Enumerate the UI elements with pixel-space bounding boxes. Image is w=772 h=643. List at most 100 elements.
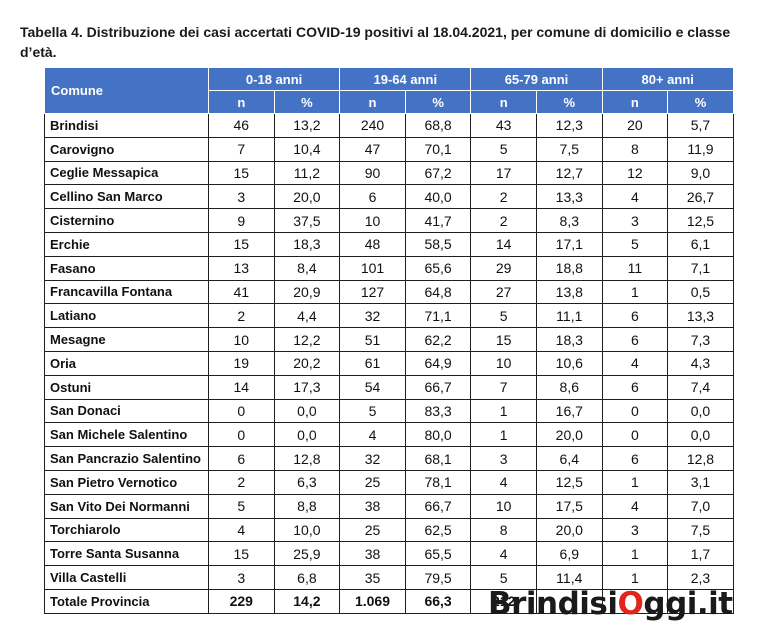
percent-cell: 4,4 — [273, 303, 341, 329]
count-cell: 11 — [601, 255, 669, 281]
count-cell: 240 — [339, 113, 406, 138]
count-cell: 38 — [339, 541, 406, 567]
table-row: Francavilla Fontana 41 20,9 127 64,8 27 13,8 1 0… — [44, 279, 734, 305]
table-row: San Pietro Vernotico 2 6,3 25 78,1 4 12,5 1 3,1 — [44, 469, 734, 495]
percent-cell: 8,3 — [535, 208, 603, 233]
count-cell: 1 — [601, 279, 669, 305]
percent-cell: 6,8 — [273, 565, 341, 590]
comune-name: Villa Castelli — [44, 565, 209, 590]
count-cell: 2 — [208, 469, 275, 495]
count-cell: 51 — [339, 327, 406, 352]
percent-cell: 12,5 — [667, 208, 734, 233]
percent-cell: 64,9 — [404, 350, 472, 376]
percent-cell: 62,2 — [404, 327, 472, 352]
percent-cell: 12,3 — [535, 113, 603, 138]
percent-cell — [667, 588, 734, 614]
count-cell: 25 — [339, 469, 406, 495]
percent-cell: 66,3 — [404, 588, 472, 614]
count-cell: 13 — [208, 255, 275, 281]
percent-cell: 20,0 — [273, 184, 341, 210]
percent-cell: 4,3 — [667, 350, 734, 376]
percent-cell: 3,1 — [667, 469, 734, 495]
percent-cell: 26,7 — [667, 184, 734, 210]
percent-cell: 80,0 — [404, 422, 472, 448]
table-row: Carovigno 7 10,4 47 70,1 5 7,5 8 11,9 — [44, 136, 734, 162]
count-cell: 5 — [208, 493, 275, 519]
count-cell: 4 — [339, 422, 406, 448]
count-cell: 15 — [470, 327, 537, 352]
table-row: San Donaci 0 0,0 5 83,3 1 16,7 0 0,0 — [44, 398, 734, 424]
count-cell: 47 — [339, 136, 406, 162]
count-cell: 3 — [601, 517, 669, 543]
covid-cases-table: Comune 0-18 anni 19-64 anni 65-79 anni 8… — [44, 67, 734, 614]
percent-cell: 40,0 — [404, 184, 472, 210]
table-row: Torre Santa Susanna 15 25,9 38 65,5 4 6,9 1 1,7 — [44, 541, 734, 567]
percent-cell: 78,1 — [404, 469, 472, 495]
age-group-header: 19-64 anni — [339, 67, 472, 91]
count-cell: 229 — [208, 588, 275, 614]
percent-cell: 7,4 — [667, 374, 734, 400]
logo-text-o: O — [617, 586, 644, 622]
count-cell: 4 — [601, 184, 669, 210]
count-cell: 5 — [470, 136, 537, 162]
percent-cell: 7,3 — [667, 327, 734, 352]
count-cell: 1 — [470, 422, 537, 448]
count-cell: 0 — [601, 422, 669, 448]
percent-cell: 12,5 — [535, 469, 603, 495]
count-cell: 6 — [208, 446, 275, 471]
logo-text-ggi: ggi.it — [643, 586, 733, 622]
count-cell — [601, 588, 669, 614]
percent-cell: 8,8 — [273, 493, 341, 519]
percent-cell: 6,3 — [273, 469, 341, 495]
comune-name: Ceglie Messapica — [44, 160, 209, 186]
comune-name: Francavilla Fontana — [44, 279, 209, 305]
comune-name: San Donaci — [44, 398, 209, 424]
count-cell: 4 — [470, 469, 537, 495]
count-cell: 90 — [339, 160, 406, 186]
count-cell: 27 — [470, 279, 537, 305]
percent-cell: 68,1 — [404, 446, 472, 471]
percent-cell: 0,0 — [667, 398, 734, 424]
subheader-n: n — [470, 90, 537, 114]
table-body: Brindisi 46 13,2 240 68,8 43 12,3 20 5,7 Carovign… — [44, 113, 734, 614]
table-row: Torchiarolo 4 10,0 25 62,5 8 20,0 3 7,5 — [44, 517, 734, 543]
percent-cell: 9,0 — [667, 160, 734, 186]
age-group-header: 65-79 anni — [470, 67, 603, 91]
table-row: Ceglie Messapica 15 11,2 90 67,2 17 12,7 12 9,0 — [44, 160, 734, 186]
count-cell: 0 — [208, 422, 275, 448]
percent-cell: 25,9 — [273, 541, 341, 567]
count-cell: 25 — [339, 517, 406, 543]
percent-cell: 5,7 — [667, 113, 734, 138]
percent-cell: 14,2 — [273, 588, 341, 614]
count-cell: 5 — [470, 565, 537, 590]
percent-cell: 12,2 — [273, 327, 341, 352]
percent-cell: 0,0 — [273, 398, 341, 424]
table-row: San Vito Dei Normanni 5 8,8 38 66,7 10 17,5 4 7,… — [44, 493, 734, 519]
percent-cell: 16,7 — [535, 398, 603, 424]
count-cell: 3 — [470, 446, 537, 471]
count-cell: 10 — [208, 327, 275, 352]
count-cell: 1 — [470, 398, 537, 424]
percent-cell: 71,1 — [404, 303, 472, 329]
subheader-n: n — [208, 90, 275, 114]
count-cell: 32 — [339, 446, 406, 471]
percent-cell: 41,7 — [404, 208, 472, 233]
count-cell: 127 — [339, 279, 406, 305]
percent-cell: 1,7 — [667, 541, 734, 567]
count-cell: 6 — [601, 446, 669, 471]
count-cell: 15 — [208, 231, 275, 257]
age-group-header: 0-18 anni — [207, 67, 341, 91]
count-cell: 1.069 — [339, 588, 406, 614]
count-cell: 5 — [470, 303, 537, 329]
percent-cell: 20,2 — [273, 350, 341, 376]
table-row: Villa Castelli 3 6,8 35 79,5 5 11,4 1 2,3 — [44, 565, 734, 590]
count-cell: 101 — [339, 255, 406, 281]
percent-cell: 64,8 — [404, 279, 472, 305]
count-cell: 3 — [208, 565, 275, 590]
percent-cell: 12,8 — [273, 446, 341, 471]
count-cell: 17 — [470, 160, 537, 186]
total-row: Totale Provincia 229 14,2 1.069 66,3 212 — [44, 588, 734, 614]
table-row: Brindisi 46 13,2 240 68,8 43 12,3 20 5,7 — [44, 113, 734, 138]
subheader-percent: % — [667, 90, 734, 114]
comune-name: Torchiarolo — [44, 517, 209, 543]
